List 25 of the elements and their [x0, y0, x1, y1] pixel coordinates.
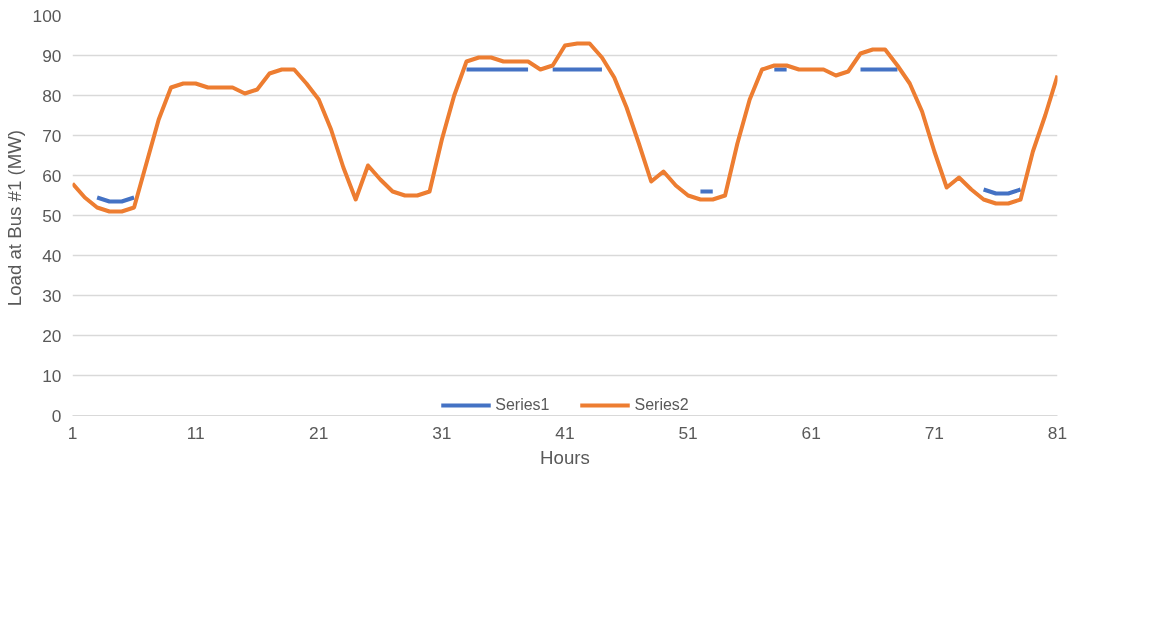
- x-tick-label: 21: [309, 422, 329, 443]
- line-series: [72, 41, 1058, 214]
- x-tick-label: 31: [432, 422, 452, 443]
- legend-label: Series1: [495, 396, 550, 414]
- y-tick-label: 70: [42, 125, 62, 146]
- y-tick-label: 100: [32, 5, 62, 26]
- y-tick-label: 90: [42, 45, 62, 66]
- y-tick-label: 50: [42, 205, 62, 226]
- y-tick-label: 0: [51, 405, 62, 426]
- x-tick-label: 11: [186, 422, 205, 443]
- y-axis-title: Load at Bus #1 (MW): [3, 129, 25, 307]
- y-tick-label: 20: [42, 325, 62, 346]
- x-tick-label: 1: [67, 422, 78, 443]
- y-tick-label: 80: [42, 85, 62, 106]
- y-tick-label: 40: [42, 245, 62, 266]
- x-tick-label: 51: [678, 422, 698, 443]
- y-tick-label: 10: [42, 365, 62, 386]
- x-tick-label: 61: [801, 422, 821, 443]
- legend-label: Series2: [634, 396, 689, 414]
- y-tick-label: 60: [42, 165, 62, 186]
- x-axis-title: Hours: [540, 446, 590, 468]
- x-tick-label: 71: [924, 422, 945, 443]
- y-tick-label: 30: [42, 285, 62, 306]
- x-tick-label: 41: [555, 422, 575, 443]
- x-tick-label: 81: [1047, 422, 1068, 443]
